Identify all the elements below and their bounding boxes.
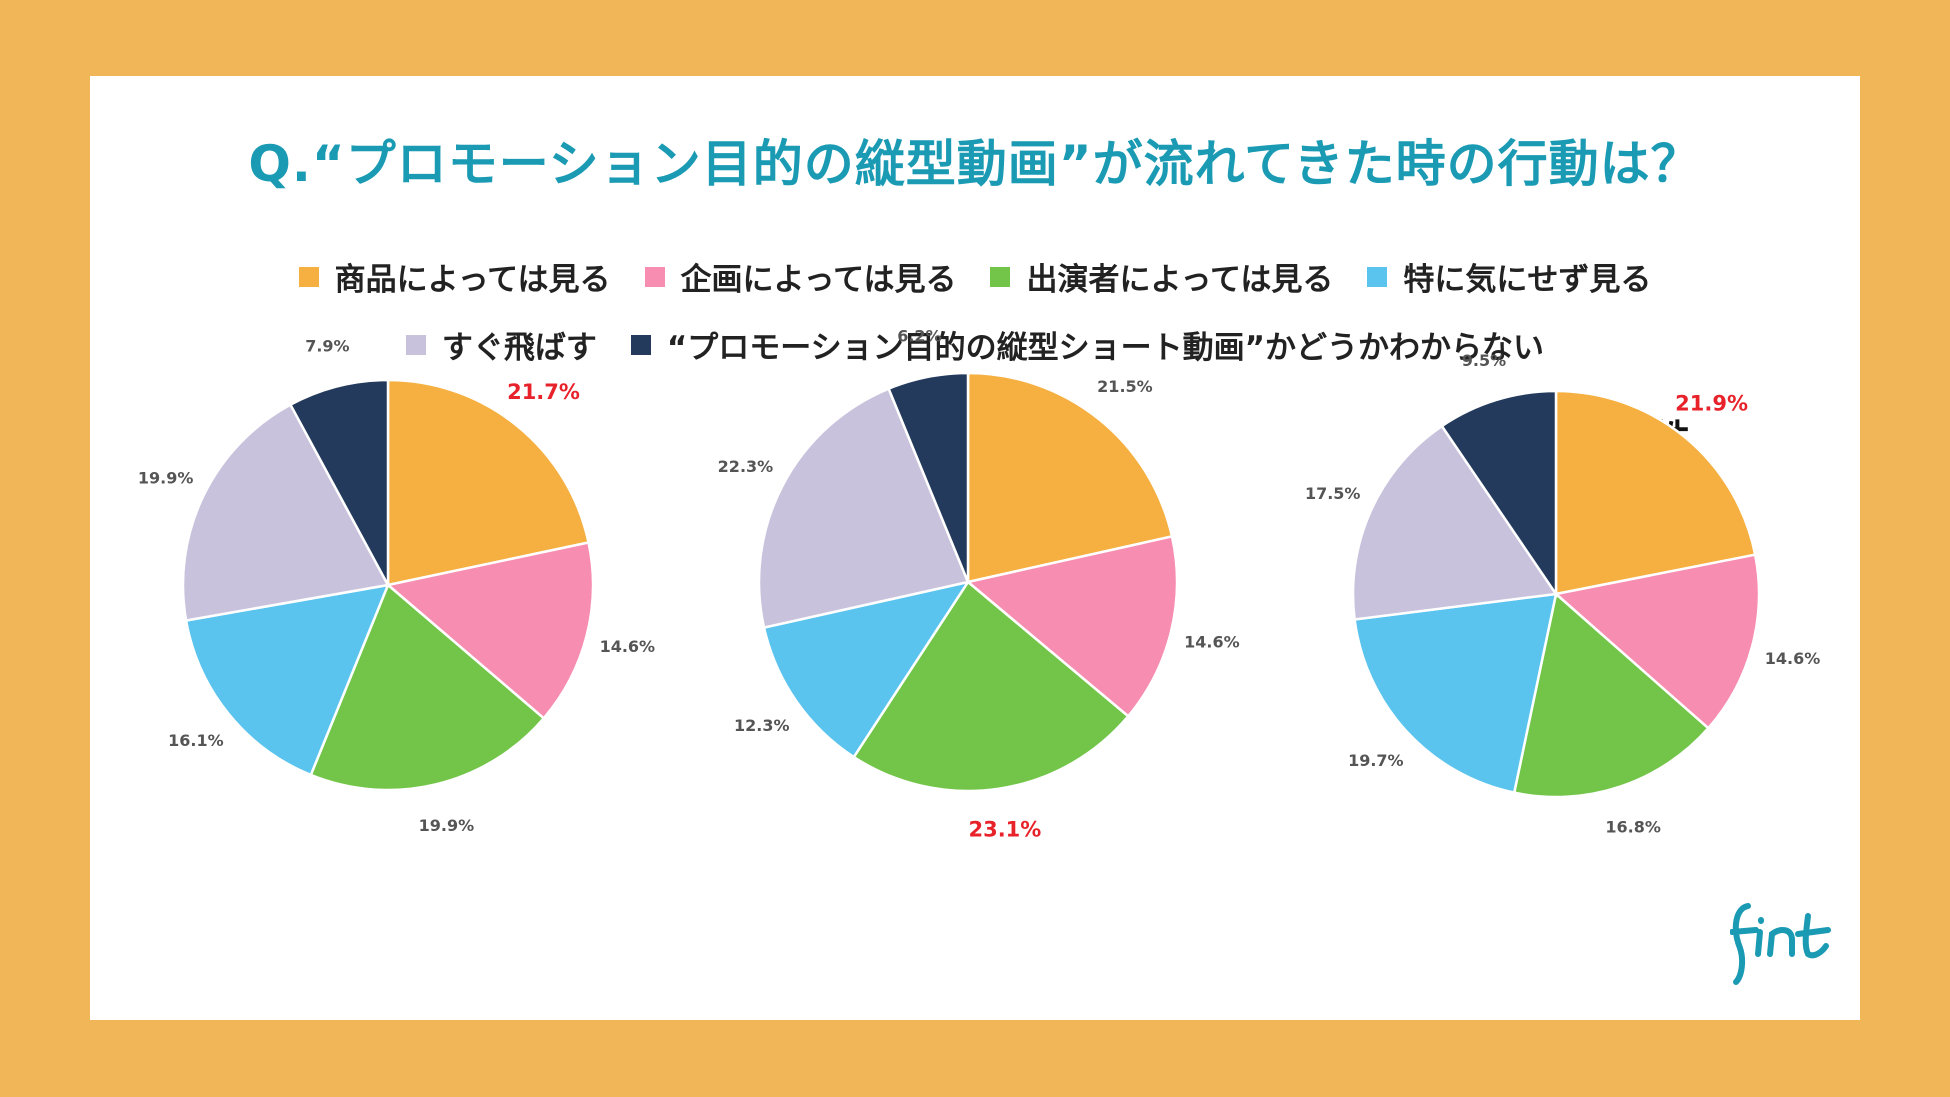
legend-item: 商品によっては見る (298, 254, 611, 299)
pie-slice (1353, 592, 1558, 795)
pie-slice (1512, 591, 1711, 799)
legend-item: 企画によっては見る (644, 254, 957, 299)
pie-slice-label: 7.9% (305, 337, 349, 356)
legend-swatch (405, 334, 426, 355)
legend-label: すぐ飛ばす (441, 330, 597, 366)
pie-slice (1351, 424, 1559, 621)
pie-slice (385, 541, 595, 721)
pie-slice-label: 12.3% (734, 716, 790, 735)
pie-slice-label: 21.9% (1675, 392, 1748, 416)
fint-logo (1730, 903, 1831, 985)
pie-slice-label: 17.5% (1305, 484, 1361, 503)
pie-slice-label: 19.9% (138, 468, 194, 487)
legend-label: 特に気にせず見る (1403, 262, 1652, 298)
pie-slice (184, 583, 391, 777)
pie-slice-label: 14.6% (1184, 632, 1240, 651)
legend-swatch (990, 266, 1011, 287)
pie-slice-label: 23.1% (968, 817, 1041, 841)
pie-slice (762, 580, 971, 759)
legend-label: “プロモーション目的の縦型ショート動画”かどうかわからない (666, 330, 1545, 366)
legend-item: 出演者によっては見る (990, 254, 1333, 299)
pie-slice (288, 378, 390, 586)
pie-slice (1553, 553, 1761, 731)
legend-label: 商品によっては見る (334, 262, 611, 298)
pie-slice-label: 6.2% (897, 327, 941, 346)
pie-charts: 21.7% 14.6% 19.9% 16.1% 19.9% 7.9% 21.5% 14.6% 2… (138, 327, 1821, 842)
pie-slice (966, 371, 1174, 584)
legend-item: 特に気にせず見る (1367, 254, 1651, 299)
pie-slice (309, 582, 546, 792)
legend-item: すぐ飛ばす (405, 322, 597, 367)
pie-slice-label: 16.8% (1605, 818, 1661, 837)
legend-row-2: すぐ飛ばす “プロモーション目的の縦型ショート動画”かどうかわからない (90, 322, 1860, 367)
legend-item: “プロモーション目的の縦型ショート動画”かどうかわからない (630, 322, 1545, 367)
legend-swatch (644, 266, 665, 287)
pie-slice-label: 19.9% (419, 816, 475, 835)
legend-swatch (1367, 266, 1388, 287)
pie-slice (965, 534, 1179, 718)
pie-slice-label: 21.5% (1097, 377, 1153, 396)
pie-slice (386, 378, 591, 587)
pie-slice-label: 22.3% (718, 457, 774, 476)
chart-card: Q.“プロモーション目的の縦型動画”が流れてきた時の行動は？ 商品によっては見る… (90, 76, 1860, 1020)
legend-label: 出演者によっては見る (1026, 262, 1334, 298)
legend-swatch (298, 266, 319, 287)
pie-slice-label: 9.5% (1462, 351, 1506, 370)
pie-slice-label: 14.6% (1765, 649, 1821, 668)
legend-swatch (630, 334, 651, 355)
pie-slice (886, 371, 970, 583)
pie-slice (1554, 389, 1757, 596)
pie-slice-label: 19.7% (1348, 751, 1404, 770)
legend-label: 企画によっては見る (680, 262, 957, 298)
pie-slice (181, 402, 390, 622)
pie-slice-label: 21.7% (507, 380, 580, 404)
pie-slice-label: 14.6% (600, 637, 656, 656)
legend-row-1: 商品によっては見る 企画によっては見る 出演者によっては見る 特に気にせず見る (90, 254, 1860, 299)
pie-slice (1440, 389, 1558, 599)
pie-slice-label: 16.1% (168, 731, 224, 750)
chart-title: Q.“プロモーション目的の縦型動画”が流れてきた時の行動は？ (248, 135, 1702, 193)
pie-slice (852, 580, 1130, 793)
pie-slice (757, 387, 970, 630)
